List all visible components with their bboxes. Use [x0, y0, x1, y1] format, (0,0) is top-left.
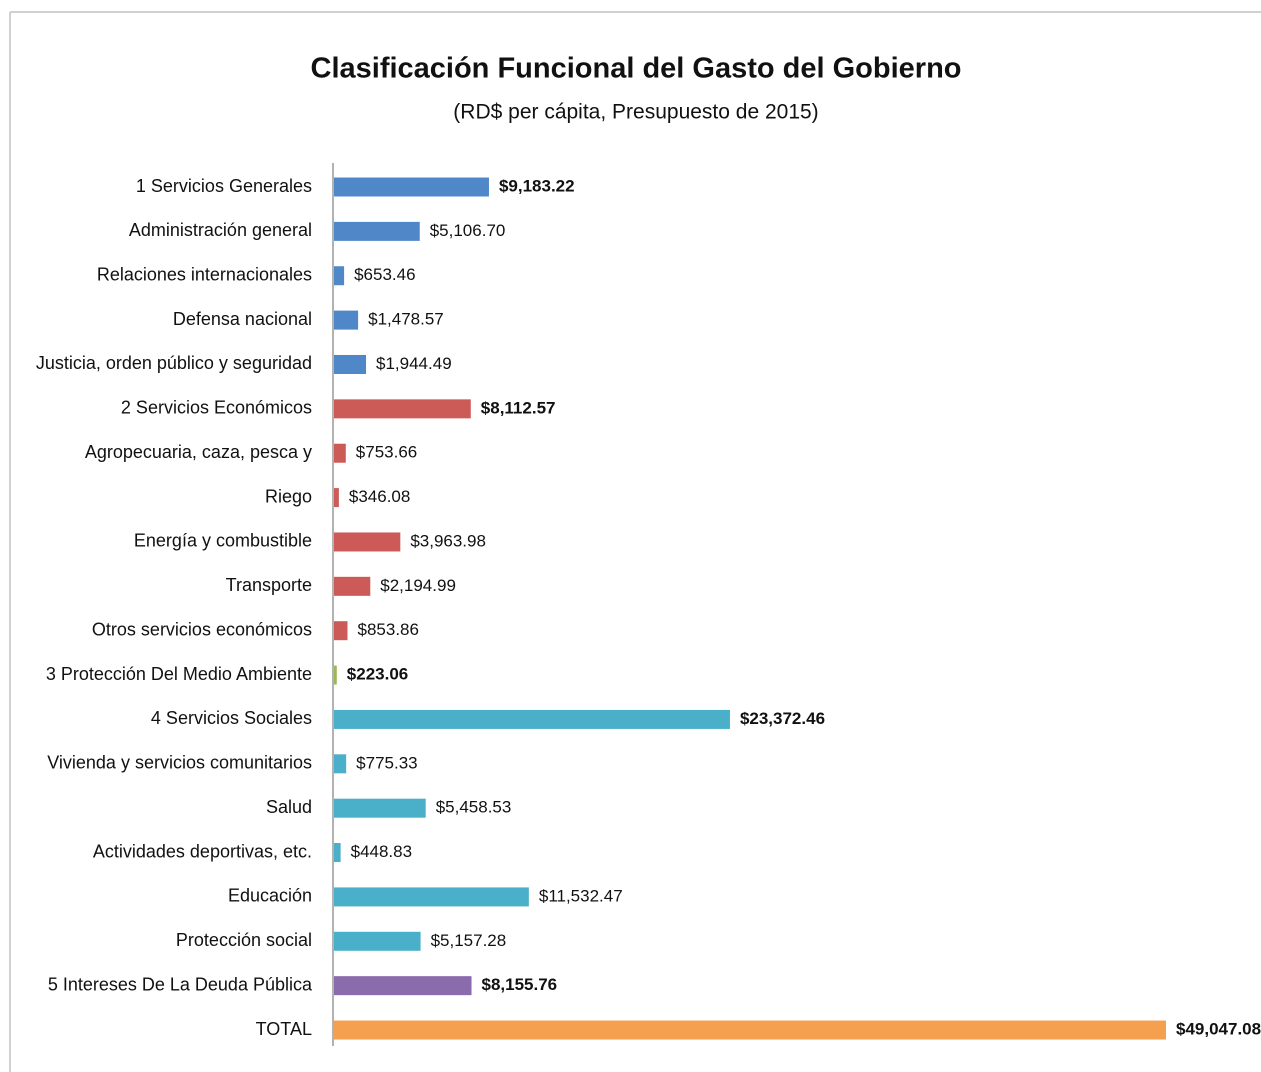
value-label: $5,458.53 — [436, 798, 512, 817]
bar — [334, 621, 348, 641]
bar — [334, 532, 401, 552]
bar — [334, 754, 347, 774]
bar — [334, 310, 359, 330]
bar — [334, 488, 339, 508]
y-tick-label: Educación — [228, 886, 312, 906]
chart-title: Clasificación Funcional del Gasto del Go… — [311, 53, 962, 85]
value-label: $49,047.08 — [1176, 1020, 1261, 1039]
value-label: $853.86 — [358, 620, 419, 639]
bar — [334, 887, 529, 907]
y-tick-label: Riego — [265, 486, 312, 506]
value-label: $753.66 — [356, 443, 417, 462]
y-tick-label: 2 Servicios Económicos — [121, 398, 312, 418]
y-tick-label: TOTAL — [256, 1019, 312, 1039]
bar — [334, 443, 346, 463]
y-tick-label: 3 Protección Del Medio Ambiente — [46, 664, 312, 684]
y-tick-label: 5 Intereses De La Deuda Pública — [48, 974, 313, 994]
value-label: $8,112.57 — [481, 398, 556, 417]
bar — [334, 221, 420, 241]
bar — [334, 177, 489, 197]
y-tick-label: Transporte — [226, 575, 312, 595]
value-label: $346.08 — [349, 487, 410, 506]
chart-subtitle: (RD$ per cápita, Presupuesto de 2015) — [453, 101, 818, 124]
value-label: $223.06 — [347, 665, 408, 684]
bar — [334, 1020, 1166, 1040]
y-tick-label: Administración general — [129, 220, 312, 240]
value-label: $5,157.28 — [431, 931, 507, 950]
value-label: $1,944.49 — [376, 354, 452, 373]
bar — [334, 709, 730, 729]
y-tick-label: Otros servicios económicos — [92, 619, 312, 639]
bar — [334, 931, 421, 951]
value-label: $11,532.47 — [539, 886, 623, 905]
value-label: $9,183.22 — [499, 176, 575, 195]
bar — [334, 976, 472, 996]
y-tick-label: Actividades deportivas, etc. — [93, 841, 312, 861]
y-tick-label: Energía y combustible — [134, 531, 312, 551]
value-label: $775.33 — [356, 753, 417, 772]
value-label: $23,372.46 — [740, 709, 825, 728]
value-label: $3,963.98 — [410, 531, 486, 550]
y-tick-label: Justicia, orden público y seguridad — [36, 353, 312, 373]
bar — [334, 665, 337, 685]
y-tick-label: Protección social — [176, 930, 312, 950]
value-label: $448.83 — [351, 842, 412, 861]
value-label: $653.46 — [354, 265, 415, 284]
value-label: $5,106.70 — [430, 221, 506, 240]
y-tick-label: Defensa nacional — [173, 309, 312, 329]
y-tick-label: Agropecuaria, caza, pesca y — [85, 442, 312, 462]
bar — [334, 576, 371, 596]
bar — [334, 354, 367, 374]
value-label: $2,194.99 — [380, 576, 456, 595]
value-label: $8,155.76 — [482, 975, 558, 994]
bar — [334, 843, 341, 863]
y-tick-label: 4 Servicios Sociales — [151, 708, 312, 728]
bar — [334, 266, 345, 286]
bar — [334, 399, 471, 419]
y-tick-label: 1 Servicios Generales — [136, 176, 312, 196]
y-tick-label: Vivienda y servicios comunitarios — [47, 753, 312, 773]
y-tick-label: Salud — [266, 797, 312, 817]
bar — [334, 798, 426, 818]
y-tick-label: Relaciones internacionales — [97, 264, 312, 284]
value-label: $1,478.57 — [368, 310, 444, 329]
